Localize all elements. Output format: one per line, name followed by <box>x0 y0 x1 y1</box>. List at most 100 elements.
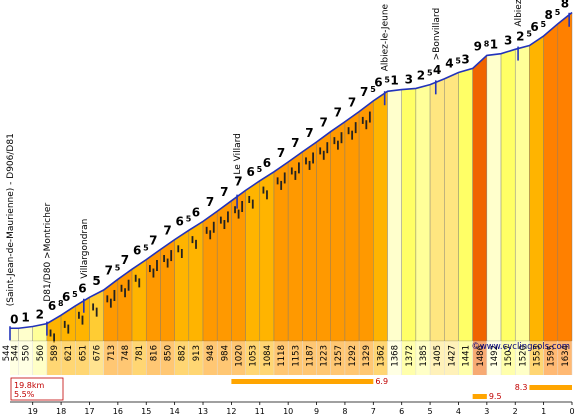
segment-31 <box>444 72 459 342</box>
gradient-label: 7 <box>163 224 171 238</box>
section-bar-2 <box>529 385 572 390</box>
gradient-label: 3 <box>405 72 413 86</box>
altitude-label: 816 <box>149 345 159 361</box>
altitude-label: 713 <box>107 345 117 361</box>
segment-38 <box>543 23 559 342</box>
segment-39 <box>557 12 573 342</box>
segment-32 <box>458 68 473 342</box>
strip-cell <box>18 341 33 375</box>
steep-mark <box>49 329 52 337</box>
strip-cell <box>259 341 274 375</box>
steep-mark <box>138 278 141 288</box>
steep-mark <box>148 265 151 273</box>
steep-mark <box>127 279 130 291</box>
altitude-label: 1292 <box>348 345 358 367</box>
altitude-label: 1634 <box>561 345 571 367</box>
distance-label: 19.8km <box>14 381 44 390</box>
gradient-label: 7 <box>277 146 285 160</box>
strip-cell <box>330 341 345 375</box>
altitude-label: 1084 <box>263 345 273 367</box>
altitude-label: 621 <box>64 345 74 361</box>
gradient-label: 6 <box>374 75 382 89</box>
segment-20 <box>287 151 303 342</box>
km-tick-label: 18 <box>56 407 66 416</box>
gradient-label: 7 <box>334 106 342 120</box>
gradient-label: 7 <box>105 263 113 277</box>
strip-cell <box>103 341 118 375</box>
segment-28 <box>401 88 417 342</box>
avg-grade-label: 5.5% <box>14 390 35 399</box>
steep-mark <box>294 170 297 180</box>
gradient-label: 8 <box>561 0 569 11</box>
altitude-label: 1595 <box>547 345 557 367</box>
segment-22 <box>316 131 331 342</box>
steep-mark <box>195 239 197 249</box>
segment-36 <box>515 45 530 342</box>
gradient-label: 6 <box>176 214 184 228</box>
steep-mark <box>251 199 254 209</box>
gradient-label: 2 <box>36 308 44 322</box>
steep-mark <box>305 157 307 165</box>
steep-mark <box>219 216 222 224</box>
profile-line <box>10 11 573 330</box>
gradient-decimal: 5 <box>384 75 390 84</box>
km-axis: 19 18 17 16 15 14 13 12 11 10 9 8 7 6 5 4 3 2 1 0 <box>10 401 575 416</box>
steep-mark <box>290 167 293 175</box>
segment-fills <box>9 12 573 342</box>
gradient-label: 1 <box>21 311 29 325</box>
place-label: >Bonvillard <box>432 8 442 61</box>
km-tick-label: 5 <box>428 407 433 416</box>
altitude-label: 913 <box>192 345 202 361</box>
strip-cell <box>89 341 104 375</box>
steep-mark <box>120 284 123 292</box>
segment-23 <box>330 121 346 342</box>
strip-cell <box>117 341 133 375</box>
gradient-decimal: 5 <box>555 8 561 17</box>
km-tick-label: 13 <box>198 407 208 416</box>
strip-cell <box>46 341 62 375</box>
altitude-label: 781 <box>135 345 145 361</box>
steep-mark <box>347 127 350 135</box>
altitude-label: 984 <box>220 345 230 361</box>
steep-mark <box>95 307 98 317</box>
strip-cell <box>501 341 516 375</box>
gradient-label: 7 <box>206 195 214 209</box>
km-tick-label: 16 <box>113 407 123 416</box>
km-tick-label: 9 <box>314 407 319 416</box>
profile-line-group <box>10 11 573 330</box>
gradient-label: 6 <box>247 165 255 179</box>
strip-cell <box>486 341 502 375</box>
gradient-label: 8 <box>545 8 553 22</box>
km-tick-label: 2 <box>513 407 518 416</box>
section-bar-3-label: 9.5 <box>489 392 502 401</box>
strip-cell <box>472 341 487 375</box>
gradient-decimal: 5 <box>370 85 376 94</box>
place-label: Villargondran <box>80 219 90 279</box>
gradient-label: 3 <box>504 33 512 47</box>
steep-mark <box>227 211 229 223</box>
gradient-label: 3 <box>461 52 469 66</box>
segment-8 <box>117 268 133 342</box>
altitude-label: 882 <box>178 345 188 361</box>
strip-cell <box>302 341 317 375</box>
strip-cell <box>401 341 416 375</box>
gradient-decimal: 5 <box>143 244 149 253</box>
gradient-label: 1 <box>390 74 398 88</box>
strip-cell <box>316 341 331 375</box>
steep-mark <box>298 162 300 174</box>
km-tick-label: 10 <box>283 407 293 416</box>
steep-mark <box>166 258 169 268</box>
start-altitude-label: 544 <box>2 345 12 361</box>
section-bar-3 <box>472 394 487 399</box>
strip-cell <box>444 341 459 375</box>
segment-12 <box>174 229 190 342</box>
steep-mark <box>170 250 173 262</box>
segment-35 <box>500 49 516 342</box>
gradient-label: 6 <box>133 244 141 258</box>
gradient-label: 4 <box>433 63 441 77</box>
steep-mark <box>81 315 84 325</box>
strip-cell <box>10 341 19 375</box>
gradient-decimal: 5 <box>427 69 433 78</box>
steep-mark <box>308 160 311 170</box>
gradient-label: 7 <box>149 233 157 247</box>
